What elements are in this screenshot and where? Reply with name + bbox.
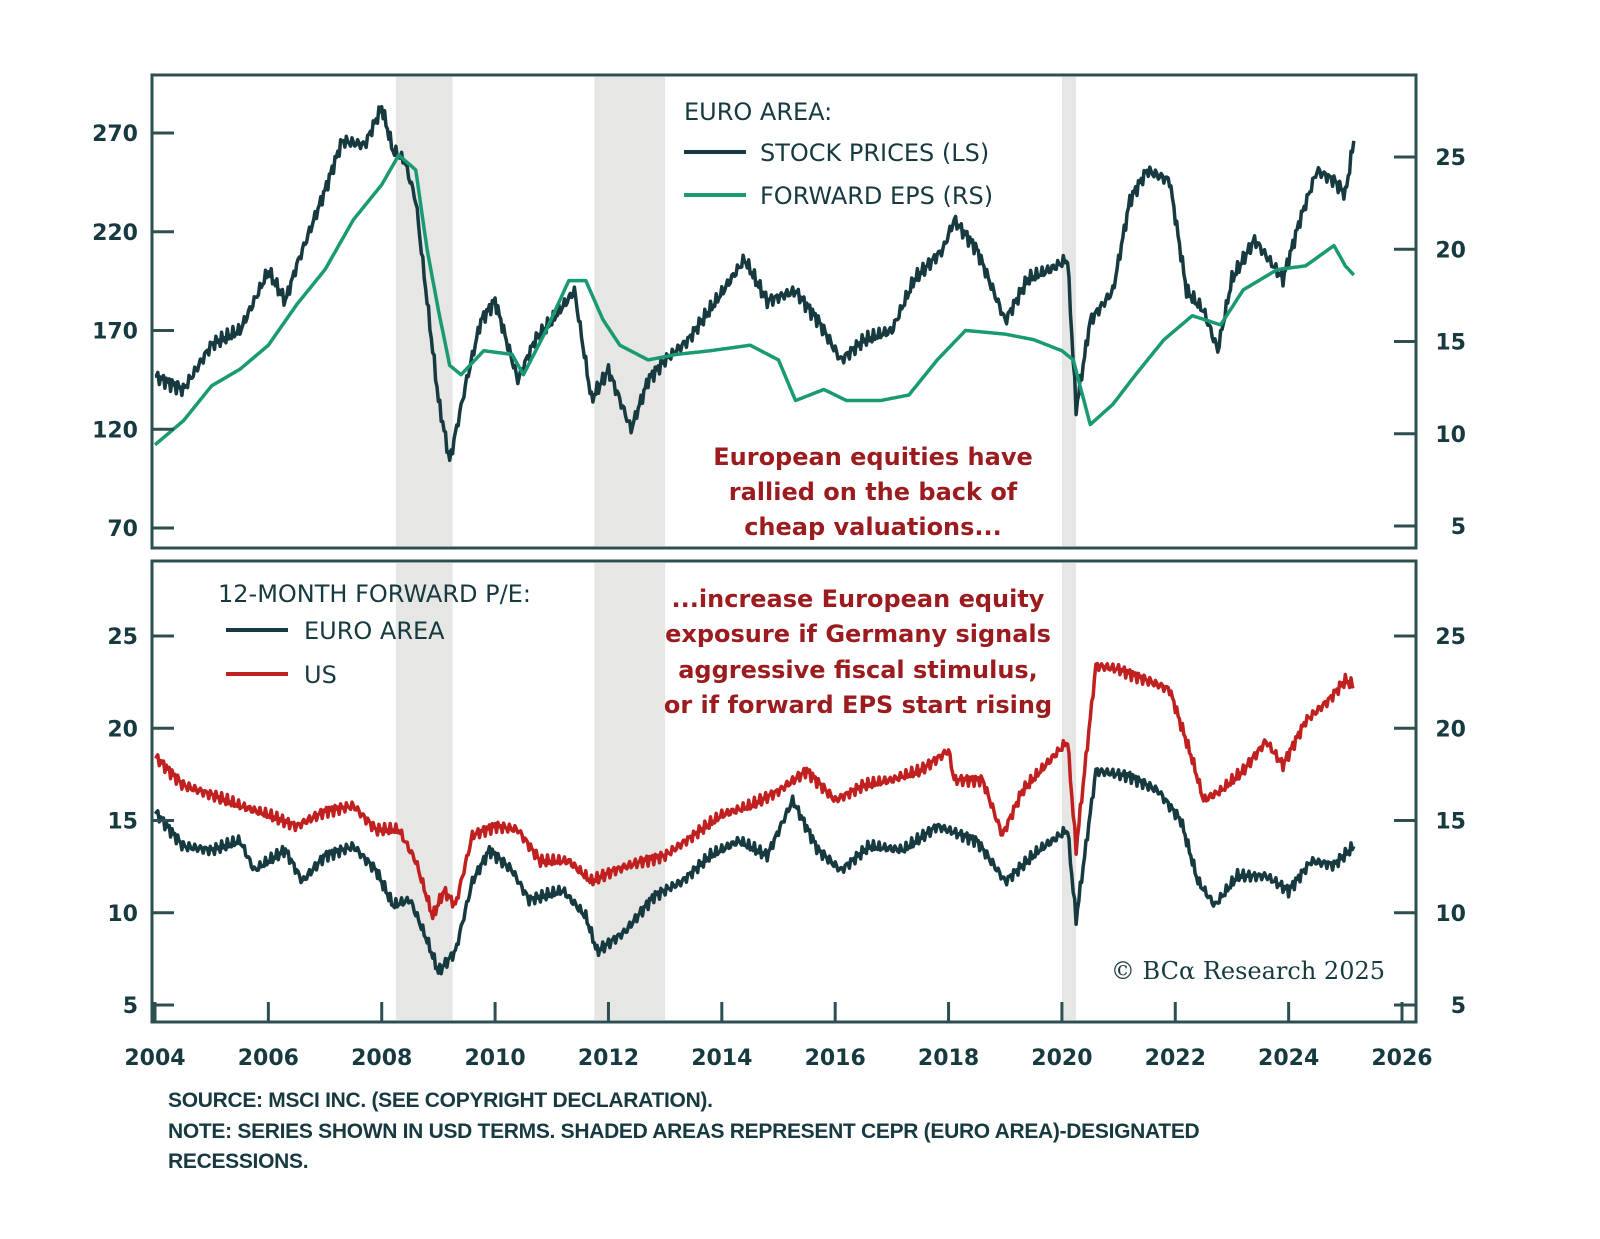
legend-label-euro-area: EURO AREA — [304, 617, 445, 645]
x-tick-label: 2014 — [691, 1046, 752, 1071]
recession-band — [395, 563, 453, 1020]
x-tick-label: 2008 — [351, 1046, 412, 1071]
y-right-tick-label: 10 — [1435, 423, 1466, 448]
top-panel-lines — [153, 104, 1356, 463]
x-tick-label: 2018 — [918, 1046, 979, 1071]
top-legend-title: EURO AREA: — [684, 98, 832, 126]
x-tick-label: 2016 — [805, 1046, 866, 1071]
x-tick-label: 2022 — [1145, 1046, 1206, 1071]
series-line-us — [154, 661, 1355, 921]
y-right-tick-label: 25 — [1435, 146, 1466, 171]
x-tick-label: 2024 — [1258, 1046, 1319, 1071]
y-right-tick-label: 20 — [1435, 238, 1466, 263]
y-left-tick-label: 5 — [123, 994, 138, 1019]
y-left-tick-label: 170 — [92, 320, 138, 345]
y-left-tick-label: 120 — [92, 418, 138, 443]
legend-label-forward-eps: FORWARD EPS (RS) — [760, 182, 993, 210]
recession-band — [1061, 563, 1077, 1020]
axis-ticks: 7012017022027051015202551015202551015202… — [92, 122, 1466, 1071]
y-left-tick-label: 25 — [107, 625, 138, 650]
recession-shading-bottom — [395, 563, 1077, 1020]
series-line-stock-prices-ls — [154, 104, 1356, 463]
x-tick-label: 2010 — [464, 1046, 525, 1071]
footer-note: NOTE: SERIES SHOWN IN USD TERMS. SHADED … — [168, 1120, 1200, 1143]
x-tick-label: 2004 — [124, 1046, 185, 1071]
recession-band — [395, 77, 453, 546]
copyright-credit: © BCα Research 2025 — [1111, 957, 1385, 985]
y-right-tick-label: 25 — [1435, 625, 1466, 650]
y-left-tick-label: 20 — [107, 717, 138, 742]
x-tick-label: 2006 — [238, 1046, 299, 1071]
bottom-panel-frame — [150, 559, 1418, 1024]
top-panel-frame — [150, 73, 1418, 550]
footer-source: SOURCE: MSCI INC. (SEE COPYRIGHT DECLARA… — [168, 1089, 713, 1112]
y-right-tick-label: 10 — [1435, 902, 1466, 927]
bottom-annotation-line-1: ...increase European equity — [672, 585, 1045, 613]
bottom-annotation-line-4: or if forward EPS start rising — [664, 691, 1052, 719]
y-left-tick-label: 15 — [107, 810, 138, 835]
legend-label-us: US — [304, 661, 337, 689]
y-right-tick-label: 20 — [1435, 717, 1466, 742]
series-line-forward-eps-rs — [153, 153, 1356, 447]
y-left-tick-label: 270 — [92, 122, 138, 147]
y-right-tick-label: 15 — [1435, 331, 1466, 356]
bottom-panel-lines — [153, 661, 1356, 976]
x-tick-label: 2026 — [1371, 1046, 1432, 1071]
top-annotation-line-3: cheap valuations... — [744, 513, 1002, 541]
top-annotation-line-2: rallied on the back of — [729, 478, 1018, 506]
legend-label-stock-prices: STOCK PRICES (LS) — [760, 139, 989, 167]
x-tick-label: 2012 — [578, 1046, 639, 1071]
top-annotation-line-1: European equities have — [713, 443, 1033, 471]
series-line-euro-area — [153, 767, 1356, 976]
y-right-tick-label: 5 — [1451, 994, 1466, 1019]
y-left-tick-label: 70 — [107, 517, 138, 542]
footer-note-continued: RECESSIONS. — [168, 1150, 309, 1173]
recession-band — [594, 77, 666, 546]
recession-shading-top — [395, 77, 1077, 546]
y-left-tick-label: 220 — [92, 221, 138, 246]
y-right-tick-label: 15 — [1435, 810, 1466, 835]
bottom-annotation-line-3: aggressive fiscal stimulus, — [678, 656, 1038, 684]
y-left-tick-label: 10 — [107, 902, 138, 927]
bottom-annotation-line-2: exposure if Germany signals — [665, 620, 1051, 648]
y-right-tick-label: 5 — [1451, 515, 1466, 540]
bottom-legend-title: 12-MONTH FORWARD P/E: — [218, 580, 531, 608]
x-tick-label: 2020 — [1031, 1046, 1092, 1071]
